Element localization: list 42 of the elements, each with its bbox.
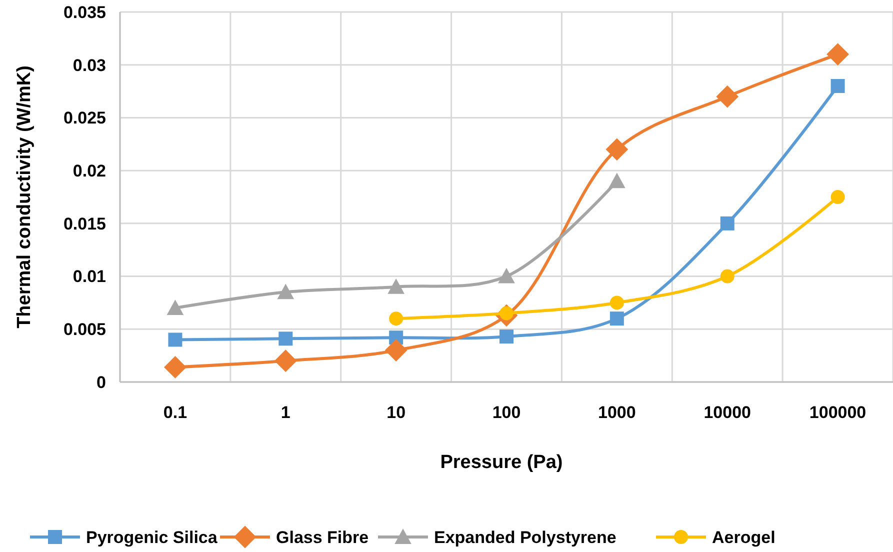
point [168,332,182,347]
point [606,138,628,161]
y-tick-label: 0.02 [72,162,106,181]
point [830,190,845,204]
legend-label: Aerogel [712,528,776,547]
point [500,330,514,344]
x-tick-label: 100 [492,403,521,422]
y-tick-label: 0.01 [72,267,106,286]
point [830,79,845,93]
x-tick-label: 10 [386,403,406,422]
y-tick-label: 0.035 [63,2,106,22]
y-tick-label: 0 [96,372,106,392]
legend-label: Expanded Polystyrene [434,528,616,547]
point [498,268,515,284]
point [164,356,186,378]
y-axis-title: Thermal conductivity (W/mK) [14,66,35,328]
point [384,339,408,362]
x-tick-label: 1000 [598,403,636,422]
point [388,278,404,294]
point [608,172,626,188]
x-axis-title: Pressure (Pa) [440,452,563,473]
y-tick-label: 0.005 [63,320,106,340]
point [274,350,297,372]
legend-label: Pyrogenic Silica [86,528,218,547]
x-tick-label: 0.1 [163,403,188,422]
x-tick-label: 1 [280,403,290,422]
point [277,284,294,300]
y-tick-label: 0.025 [63,108,106,128]
point [610,296,624,310]
point [720,269,734,284]
x-tick-label: 100000 [809,403,866,422]
point [716,85,739,108]
point [389,312,404,326]
y-tick-label: 0.015 [63,214,106,234]
point [278,332,293,346]
point [610,312,624,326]
point [166,300,184,315]
y-tick-label: 0.03 [72,56,106,75]
legend-label: Glass Fibre [276,528,369,547]
point [826,43,849,66]
x-tick-label: 10000 [704,403,751,422]
point [720,216,734,230]
